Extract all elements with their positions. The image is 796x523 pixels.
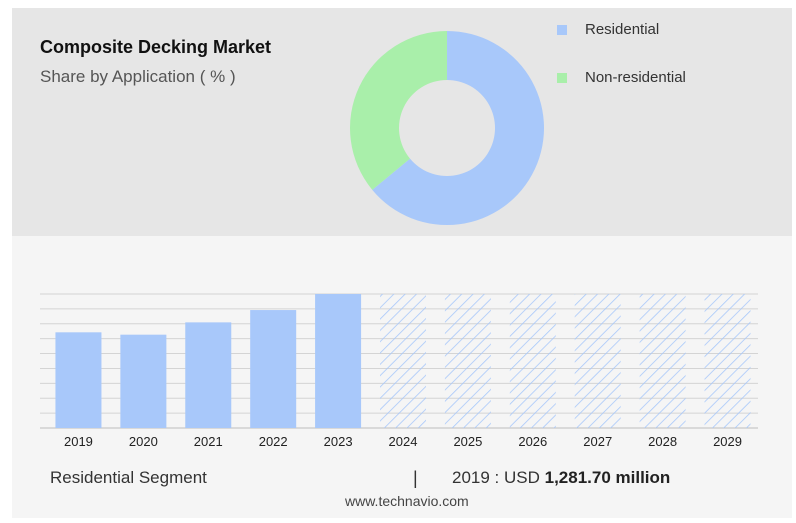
bar-2022 <box>250 310 297 428</box>
x-tick-label-2025: 2025 <box>453 434 482 449</box>
footer-value-prefix: 2019 : USD <box>452 468 545 487</box>
x-tick-label-2020: 2020 <box>129 434 158 449</box>
bar-2026 <box>509 294 556 428</box>
legend-swatch-non-residential <box>557 72 567 83</box>
footer-source: www.technavio.com <box>345 493 469 509</box>
x-tick-label-2024: 2024 <box>389 434 418 449</box>
bar-2019 <box>55 332 102 428</box>
footer-divider: | <box>413 468 418 488</box>
legend-swatch-residential <box>557 24 567 35</box>
x-tick-label-2021: 2021 <box>194 434 223 449</box>
x-tick-label-2022: 2022 <box>259 434 288 449</box>
x-tick-label-2028: 2028 <box>648 434 677 449</box>
legend-label-non-residential: Non-residential <box>585 69 686 86</box>
x-tick-label-2026: 2026 <box>518 434 547 449</box>
bar-2021 <box>185 322 232 428</box>
bar-2023 <box>315 294 362 428</box>
donut-slice-non-residential <box>350 31 447 190</box>
x-tick-label-2027: 2027 <box>583 434 612 449</box>
legend-item-non-residential: Non-residential <box>557 69 686 86</box>
bar-2029 <box>704 294 751 428</box>
chart-title: Composite Decking Market <box>40 37 272 57</box>
donut-slice-residential <box>372 31 544 225</box>
bar-2025 <box>444 294 491 428</box>
chart-subtitle: Share by Application ( % ) <box>40 67 236 86</box>
legend-label-residential: Residential <box>585 21 660 38</box>
bar-2028 <box>639 294 686 428</box>
footer-segment-label: Residential Segment <box>50 468 207 487</box>
x-tick-label-2019: 2019 <box>64 434 93 449</box>
bar-chart: 2019 2020 2021 2022 2023 2024 2025 2026 2027 2028… <box>40 293 758 449</box>
bar-2027 <box>574 294 621 428</box>
legend-item-residential: Residential <box>557 21 659 38</box>
footer-value-amount: 1,281.70 million <box>544 468 671 487</box>
x-tick-label-2023: 2023 <box>324 434 353 449</box>
bar-2024 <box>380 294 426 428</box>
footer-value: 2019 : USD 1,281.70 million <box>452 468 670 488</box>
bar-2020 <box>120 334 167 428</box>
x-tick-label-2029: 2029 <box>713 434 742 449</box>
donut-chart <box>350 31 544 225</box>
